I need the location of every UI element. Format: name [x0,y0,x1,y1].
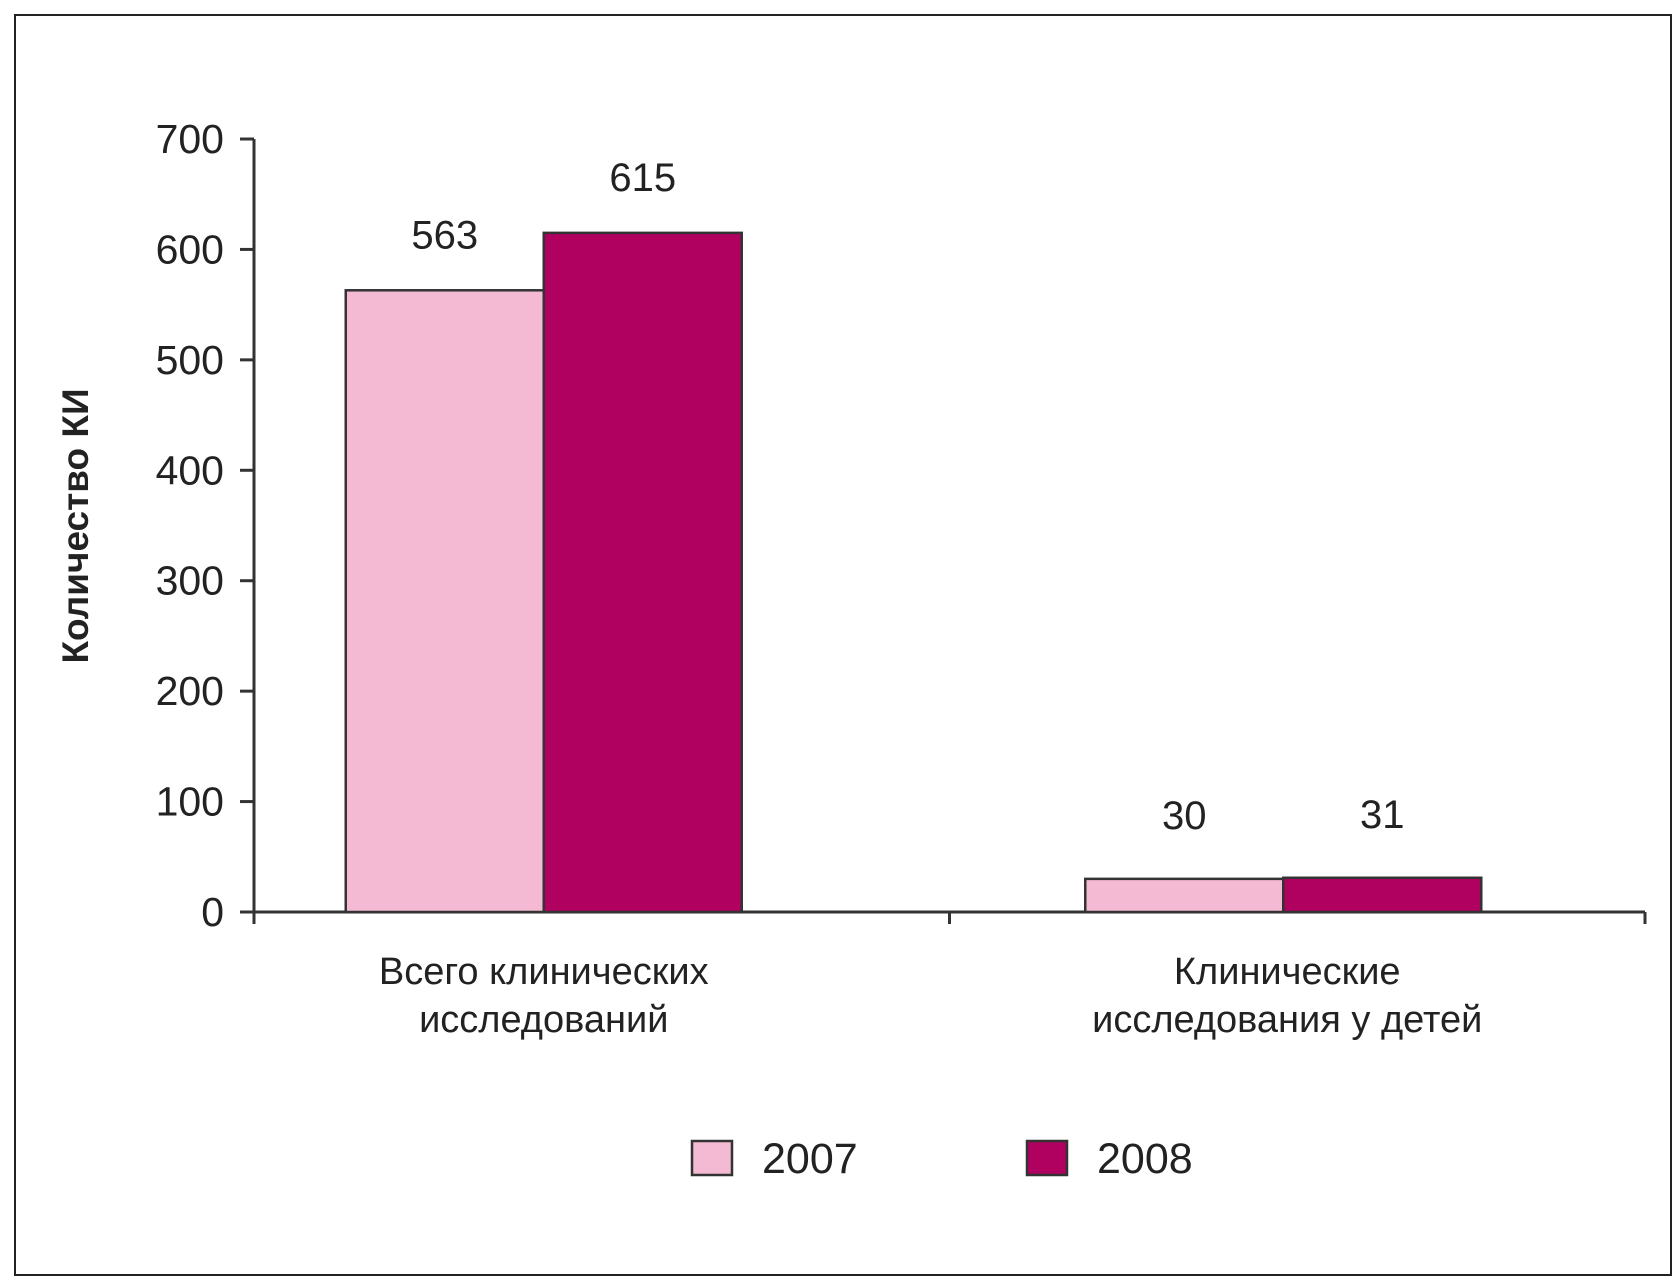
y-tick-label: 400 [156,447,224,493]
category-label: Клинические [1174,951,1401,993]
y-tick-label: 0 [201,889,224,935]
chart-frame [14,14,1672,1276]
y-tick-label: 700 [156,116,224,162]
y-tick-label: 200 [156,668,224,714]
data-label: 30 [1162,794,1207,838]
data-label: 615 [609,156,676,200]
y-tick-label: 500 [156,337,224,383]
category-label: исследований [419,999,668,1041]
y-axis-label: Количество КИ [55,388,96,663]
bars [344,231,1483,914]
bar-2008-0 [542,231,743,914]
y-tick-label: 600 [156,226,224,272]
legend-swatch-2008 [1025,1139,1069,1177]
labels: 563 615 Всего клинических исследований 30 31 К… [379,156,1482,1041]
data-label: 31 [1360,793,1405,837]
bar-2007-1 [1084,877,1285,914]
category-label: исследования у детей [1092,999,1482,1041]
legend-label: 2007 [762,1135,858,1183]
bar-2007-0 [344,289,545,914]
legend-label: 2008 [1097,1135,1193,1183]
y-tick-label: 100 [156,779,224,825]
y-tick-label: 300 [156,558,224,604]
category-label: Всего клинических [379,951,709,993]
data-label: 563 [411,213,478,257]
legend-swatch-2007 [690,1139,734,1177]
bar-2008-1 [1282,876,1483,914]
legend: 2007 2008 [690,1135,1193,1183]
